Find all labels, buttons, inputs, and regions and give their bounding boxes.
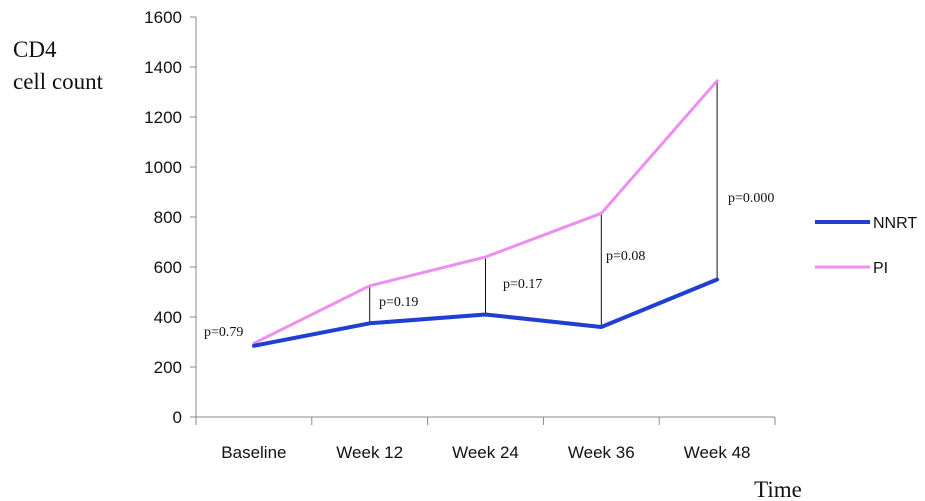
p-value-label: p=0.08 (606, 249, 645, 264)
y-axis-ticks: 0 200 400 600 800 1000 1200 1400 1600 (144, 8, 196, 427)
y-axis-label-line: CD4 (13, 37, 57, 62)
p-value-label: p=0.79 (204, 325, 243, 340)
x-axis-ticks: Baseline Week 12 Week 24 Week 36 Week 48 (195, 417, 776, 462)
series-line-pi (252, 79, 719, 345)
x-tick-label: Week 12 (336, 443, 403, 462)
y-axis-label: CD4 cell count (13, 37, 104, 94)
legend-label-pi: PI (873, 260, 888, 277)
p-value-drop-lines (369, 80, 718, 327)
p-value-label: p=0.000 (728, 191, 774, 206)
series-lines (251, 79, 720, 348)
x-tick-label: Week 24 (452, 443, 519, 462)
y-tick-label: 0 (173, 408, 182, 427)
x-tick-label: Baseline (221, 443, 286, 462)
x-axis-label: Time (754, 477, 802, 501)
legend: NNRT PI (815, 215, 917, 277)
y-tick-label: 800 (154, 208, 182, 227)
y-tick-label: 1000 (144, 158, 182, 177)
p-value-label: p=0.19 (379, 295, 418, 310)
x-tick-label: Week 36 (568, 443, 635, 462)
y-tick-label: 600 (154, 258, 182, 277)
y-tick-label: 1200 (144, 108, 182, 127)
y-axis-label-line: cell count (13, 69, 104, 94)
p-value-label: p=0.17 (503, 277, 542, 292)
series-line-nnrt (251, 277, 720, 348)
y-tick-label: 200 (154, 358, 182, 377)
y-tick-label: 400 (154, 308, 182, 327)
y-tick-label: 1600 (144, 8, 182, 27)
legend-label-nnrt: NNRT (873, 215, 917, 232)
x-tick-label: Week 48 (684, 443, 751, 462)
y-tick-label: 1400 (144, 58, 182, 77)
p-value-annotations: p=0.79 p=0.19 p=0.17 p=0.08 p=0.000 (204, 191, 774, 340)
